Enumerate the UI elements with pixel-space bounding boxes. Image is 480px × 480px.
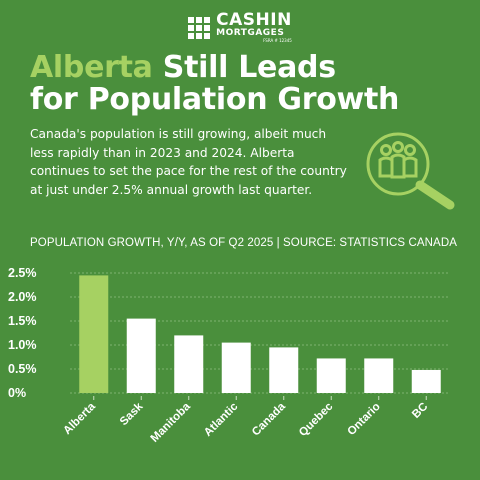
chart-title: POPULATION GROWTH, Y/Y, AS OF Q2 2025 | … <box>30 237 457 249</box>
brand-license: FSRA # 12345 <box>263 38 292 43</box>
headline-line2: for Population Growth <box>30 82 400 117</box>
headline-accent: Alberta <box>30 50 153 85</box>
x-tick-label: Atlantic <box>202 400 241 439</box>
bar-sask <box>126 318 156 393</box>
x-tick-label: Manitoba <box>149 400 194 445</box>
bar-ontario <box>364 358 394 393</box>
x-tick-label: Canada <box>250 400 288 438</box>
x-tick-label: Quebec <box>297 400 336 439</box>
bar-manitoba <box>174 335 204 393</box>
bar-canada <box>269 347 299 393</box>
y-tick-label: 1.5% <box>8 314 37 328</box>
brand-mark-icon <box>188 16 211 39</box>
y-tick-label: 0% <box>8 386 26 400</box>
headline: Alberta Still Leads for Population Growt… <box>30 52 470 116</box>
intro-paragraph: Canada's population is still growing, al… <box>30 127 347 197</box>
headline-rest-line1: Still Leads <box>162 50 336 85</box>
brand-sub: MORTGAGES <box>216 28 285 38</box>
x-tick-label: Alberta <box>61 400 98 437</box>
people-under-magnifying-glass-icon <box>366 132 455 210</box>
y-tick-label: 2.0% <box>8 290 37 304</box>
bar-chart: 0% 0.5% 1.0% 1.5% 2.0% 2.5% Alberta Sask Manitob… <box>8 266 450 445</box>
x-tick-label: Ontario <box>345 401 382 438</box>
brand-logo: CASHIN MORTGAGES FSRA # 12345 <box>0 12 480 43</box>
brand-wordmark: CASHIN MORTGAGES FSRA # 12345 <box>216 12 292 43</box>
y-tick-label: 1.0% <box>8 338 37 352</box>
y-tick-label: 2.5% <box>8 266 37 280</box>
brand-name: CASHIN <box>216 10 292 30</box>
bar-quebec <box>316 358 346 393</box>
x-tick-label: Sask <box>118 400 146 428</box>
bar-atlantic <box>221 342 251 393</box>
bar-bc <box>411 369 441 393</box>
x-tick-label: BC <box>410 401 430 421</box>
y-tick-label: 0.5% <box>8 362 37 376</box>
bar-alberta <box>79 275 109 393</box>
